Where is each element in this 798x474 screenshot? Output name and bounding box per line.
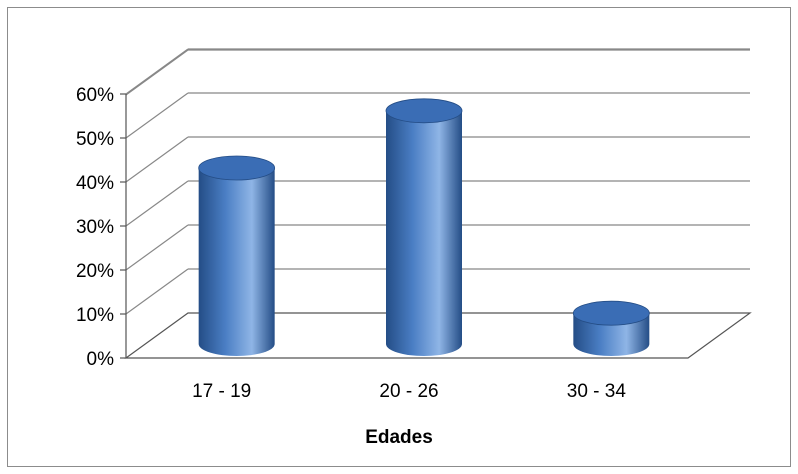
y-tick-label: 50% xyxy=(76,129,114,150)
axes xyxy=(120,93,752,359)
gridline-diagonal xyxy=(125,224,189,271)
gridline-diagonal xyxy=(125,268,189,315)
bar xyxy=(385,98,463,356)
x-tick-label: 20 - 26 xyxy=(379,381,438,402)
gridline-diagonal xyxy=(125,92,189,139)
bar-top xyxy=(198,155,276,181)
gridline-diagonal xyxy=(125,180,189,227)
y-tick-label: 20% xyxy=(76,261,114,282)
x-axis-title: Edades xyxy=(365,427,433,448)
y-tick-label: 10% xyxy=(76,305,114,326)
bar xyxy=(572,300,650,356)
bar-body xyxy=(198,168,275,356)
y-tick-label: 30% xyxy=(76,217,114,238)
gridlines xyxy=(125,48,750,315)
bar-body xyxy=(386,110,462,356)
x-tick-label: 30 - 34 xyxy=(567,381,627,402)
y-tick-label: 60% xyxy=(76,85,114,106)
floor xyxy=(124,312,752,359)
bar xyxy=(198,155,276,356)
gridline-diagonal xyxy=(125,136,189,183)
y-tick-label: 40% xyxy=(76,173,114,194)
labels: 0% 10% 20% 30% 40% 50% 60% 17 - 19 20 - 26 30 - 3… xyxy=(76,85,626,402)
gridline-diagonal xyxy=(125,48,189,95)
gridline-diagonal xyxy=(125,49,189,96)
bar-top xyxy=(572,300,650,326)
y-tick-label: 0% xyxy=(87,349,115,370)
bars xyxy=(198,98,650,356)
bar-top xyxy=(385,98,463,124)
x-tick-label: 17 - 19 xyxy=(192,381,251,402)
